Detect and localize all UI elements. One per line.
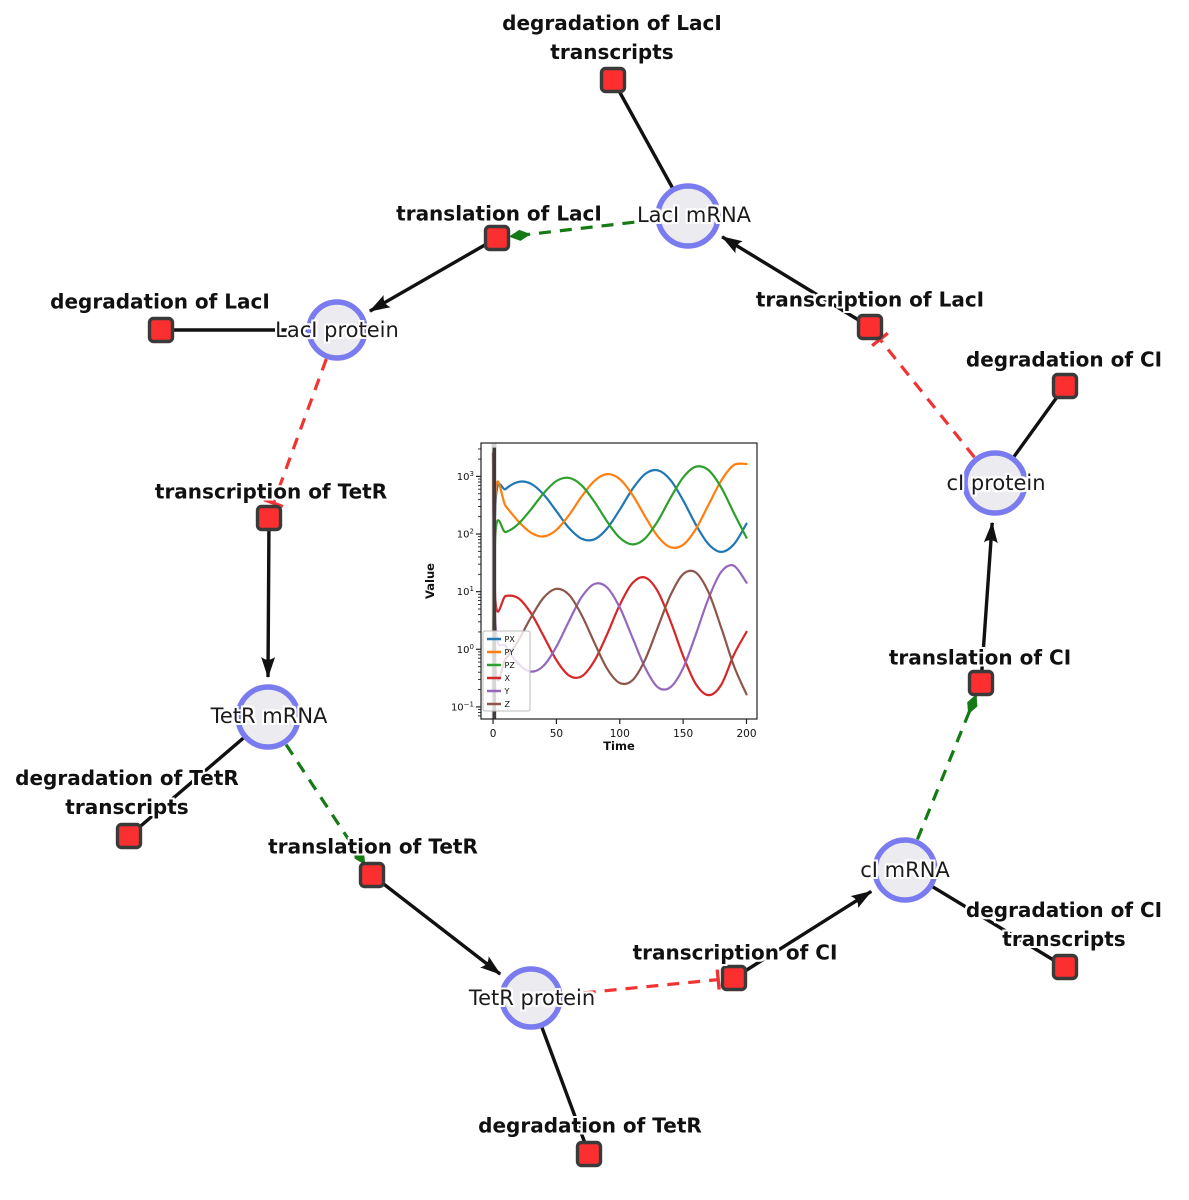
edge-translation-tetr-to-protein [370, 873, 502, 976]
series-line-PX [491, 468, 748, 691]
svg-text:200: 200 [736, 728, 756, 740]
svg-text:100: 100 [610, 728, 630, 740]
series-line-Y [491, 452, 748, 691]
species-label: cI mRNA [860, 858, 950, 882]
reaction-nodes [115, 66, 1079, 1168]
plot-series [491, 452, 748, 697]
species-label: LacI mRNA [636, 203, 752, 227]
plot-frame [480, 442, 758, 720]
reaction-node-transcription-laci[interactable] [856, 313, 884, 341]
svg-text:103: 103 [457, 470, 474, 483]
legend-entry-PX: PX [505, 635, 516, 644]
svg-text:101: 101 [457, 585, 474, 598]
svg-text:100: 100 [457, 643, 474, 656]
reaction-label: translation of CI [888, 645, 1072, 670]
startup-band [491, 443, 497, 719]
species-node-ci-mrna[interactable] [872, 837, 938, 903]
reaction-label: degradation of TetR [478, 1113, 702, 1138]
species-node-ci-protein[interactable] [962, 450, 1028, 516]
reaction-label: transcription of LacI [755, 287, 985, 312]
species-label: TetR mRNA [210, 704, 328, 728]
legend-entry-X: X [505, 674, 511, 683]
reaction-label: degradation of CI [965, 347, 1163, 372]
edge-ci-mrna-activates-translation [915, 694, 978, 841]
species-node-tetr-mrna[interactable] [235, 684, 301, 750]
reaction-label: degradation of TetR transcripts [15, 766, 239, 819]
reaction-node-transcription-tetr[interactable] [255, 504, 283, 532]
species-node-laci-protein[interactable] [306, 299, 368, 361]
species-nodes [235, 183, 1028, 1030]
legend-entry-PY: PY [505, 648, 515, 657]
reaction-node-degradation-laci[interactable] [147, 316, 175, 344]
reaction-node-translation-ci[interactable] [967, 669, 995, 697]
legend-entry-Y: Y [504, 687, 510, 696]
timeseries-plot-canvas: 0 50 100 150 20010−1100101102103TimeValuePXP… [423, 442, 758, 753]
reaction-label: degradation of LacI transcripts [502, 11, 722, 64]
species-label: cI protein [946, 471, 1046, 495]
reaction-node-degradation-ci[interactable] [1051, 372, 1079, 400]
reaction-node-degradation-laci-transcripts[interactable] [599, 66, 627, 94]
edge-laci-protein-inhibits-tetr [263, 358, 328, 509]
reaction-label: translation of TetR [268, 834, 478, 859]
reaction-node-degradation-tetr-transcripts[interactable] [115, 822, 143, 850]
edge-laci-mrna-activates-translation [508, 218, 656, 241]
production-edges [261, 235, 998, 980]
species-label: LacI protein [275, 318, 399, 342]
reaction-node-degradation-ci-transcripts[interactable] [1051, 953, 1079, 981]
series-line-X [491, 452, 748, 697]
edge-tetr-mrna-activates-translation [284, 743, 366, 865]
legend-entry-PZ: PZ [505, 661, 516, 670]
reaction-node-translation-tetr[interactable] [358, 861, 386, 889]
timeseries-plot: 0 50 100 150 200 10−1 100 101 102 103 Time Value PX P… [420, 432, 770, 764]
edge-transcription-ci-to-mrna [733, 889, 873, 980]
series-line-Z [491, 452, 748, 696]
x-axis-label: Time [603, 739, 635, 753]
reaction-label: translation of LacI [396, 201, 602, 226]
edge-ci-protein-inhibits-laci [871, 331, 976, 459]
svg-text:0: 0 [490, 728, 497, 740]
reaction-label: transcription of CI [632, 940, 838, 965]
reaction-label: transcription of TetR [154, 479, 388, 504]
reaction-label: degradation of CI transcripts [965, 898, 1163, 951]
svg-text:10−1: 10−1 [451, 700, 474, 713]
series-line-PZ [491, 465, 748, 691]
svg-text:102: 102 [457, 528, 474, 541]
reaction-node-translation-laci[interactable] [483, 224, 511, 252]
legend-entry-Z: Z [505, 700, 511, 709]
edge-transcription-tetr-to-mrna [261, 517, 276, 678]
species-label: TetR protein [468, 986, 596, 1010]
svg-text:150: 150 [673, 728, 693, 740]
plot-legend: PX PY PZ XYZ [482, 630, 531, 712]
species-node-laci-mrna[interactable] [655, 183, 721, 249]
inhibition-edges [263, 331, 976, 997]
edge-transcription-laci-to-mrna [721, 235, 871, 329]
edge-tetr-protein-inhibits-ci [562, 969, 721, 997]
y-axis-label: Value [423, 563, 437, 599]
svg-text:50: 50 [550, 728, 563, 740]
edge-translation-laci-to-protein [369, 236, 498, 313]
reaction-label: degradation of LacI [50, 289, 270, 314]
reaction-node-degradation-tetr[interactable] [575, 1140, 603, 1168]
series-line-PY [491, 462, 748, 691]
species-node-tetr-protein[interactable] [499, 966, 563, 1030]
activation-edges [284, 218, 978, 865]
edge-translation-ci-to-protein [979, 521, 998, 684]
reaction-node-transcription-ci[interactable] [720, 964, 748, 992]
